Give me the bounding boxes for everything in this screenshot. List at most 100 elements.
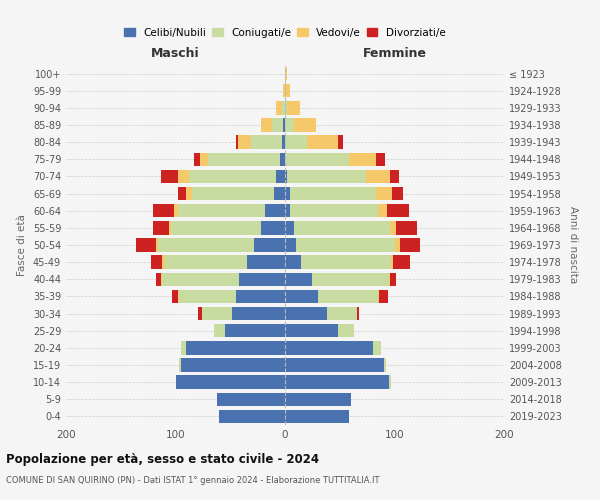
Bar	[272, 118, 283, 132]
Bar	[187, 341, 285, 354]
Bar	[232, 307, 285, 320]
Bar	[276, 170, 285, 183]
Bar	[373, 341, 382, 354]
Bar	[285, 341, 373, 354]
Bar	[376, 187, 392, 200]
Bar	[276, 101, 282, 114]
Bar	[390, 272, 395, 286]
Bar	[178, 187, 187, 200]
Bar	[163, 272, 239, 286]
Bar	[307, 136, 338, 149]
Bar	[285, 256, 301, 269]
Bar	[208, 152, 280, 166]
Bar	[391, 256, 394, 269]
Legend: Celibi/Nubili, Coniugati/e, Vedovi/e, Divorziati/e: Celibi/Nubili, Coniugati/e, Vedovi/e, Di…	[120, 24, 450, 42]
Bar	[326, 307, 357, 320]
Bar	[285, 272, 313, 286]
Bar	[194, 152, 200, 166]
Bar	[282, 136, 285, 149]
Bar	[378, 204, 387, 218]
Bar	[172, 290, 178, 303]
Bar	[376, 152, 385, 166]
Bar	[285, 290, 318, 303]
Bar	[390, 170, 399, 183]
Bar	[163, 256, 164, 269]
Bar	[357, 307, 359, 320]
Bar	[247, 256, 285, 269]
Bar	[136, 238, 156, 252]
Bar	[171, 221, 261, 234]
Bar	[285, 221, 294, 234]
Bar	[285, 152, 349, 166]
Bar	[395, 238, 400, 252]
Text: COMUNE DI SAN QUIRINO (PN) - Dati ISTAT 1° gennaio 2024 - Elaborazione TUTTITALI: COMUNE DI SAN QUIRINO (PN) - Dati ISTAT …	[6, 476, 380, 485]
Bar	[161, 272, 163, 286]
Bar	[313, 272, 389, 286]
Bar	[285, 204, 290, 218]
Bar	[202, 307, 232, 320]
Bar	[236, 136, 238, 149]
Bar	[164, 256, 247, 269]
Bar	[178, 204, 265, 218]
Bar	[169, 221, 171, 234]
Bar	[151, 256, 163, 269]
Bar	[214, 324, 225, 338]
Bar	[282, 101, 285, 114]
Bar	[394, 256, 410, 269]
Bar	[285, 376, 389, 389]
Bar	[296, 238, 395, 252]
Bar	[395, 221, 418, 234]
Bar	[265, 204, 285, 218]
Bar	[349, 152, 376, 166]
Bar	[366, 170, 390, 183]
Bar	[161, 170, 178, 183]
Bar	[251, 136, 282, 149]
Bar	[158, 238, 254, 252]
Y-axis label: Fasce di età: Fasce di età	[17, 214, 27, 276]
Text: Maschi: Maschi	[151, 47, 200, 60]
Bar	[175, 204, 178, 218]
Bar	[318, 290, 378, 303]
Bar	[285, 170, 287, 183]
Bar	[181, 358, 285, 372]
Bar	[283, 84, 285, 98]
Text: Femmine: Femmine	[362, 47, 427, 60]
Bar	[225, 324, 285, 338]
Bar	[285, 118, 294, 132]
Bar	[274, 187, 285, 200]
Bar	[287, 101, 301, 114]
Bar	[383, 358, 386, 372]
Bar	[156, 238, 158, 252]
Bar	[379, 290, 388, 303]
Bar	[283, 118, 285, 132]
Bar	[192, 187, 274, 200]
Bar	[176, 376, 285, 389]
Bar	[390, 221, 395, 234]
Bar	[301, 256, 391, 269]
Bar	[238, 136, 251, 149]
Bar	[239, 272, 285, 286]
Bar	[200, 152, 208, 166]
Bar	[378, 290, 379, 303]
Bar	[387, 204, 409, 218]
Bar	[181, 341, 187, 354]
Bar	[294, 221, 390, 234]
Bar	[178, 290, 179, 303]
Bar	[285, 136, 307, 149]
Bar	[285, 410, 349, 423]
Bar	[179, 358, 181, 372]
Bar	[290, 187, 376, 200]
Bar	[236, 290, 285, 303]
Bar	[392, 187, 403, 200]
Bar	[220, 410, 285, 423]
Bar	[338, 136, 343, 149]
Bar	[338, 324, 354, 338]
Bar	[389, 272, 390, 286]
Bar	[285, 307, 326, 320]
Bar	[280, 152, 285, 166]
Y-axis label: Anni di nascita: Anni di nascita	[568, 206, 578, 284]
Bar	[261, 118, 272, 132]
Bar	[285, 67, 287, 80]
Bar	[285, 358, 383, 372]
Bar	[261, 221, 285, 234]
